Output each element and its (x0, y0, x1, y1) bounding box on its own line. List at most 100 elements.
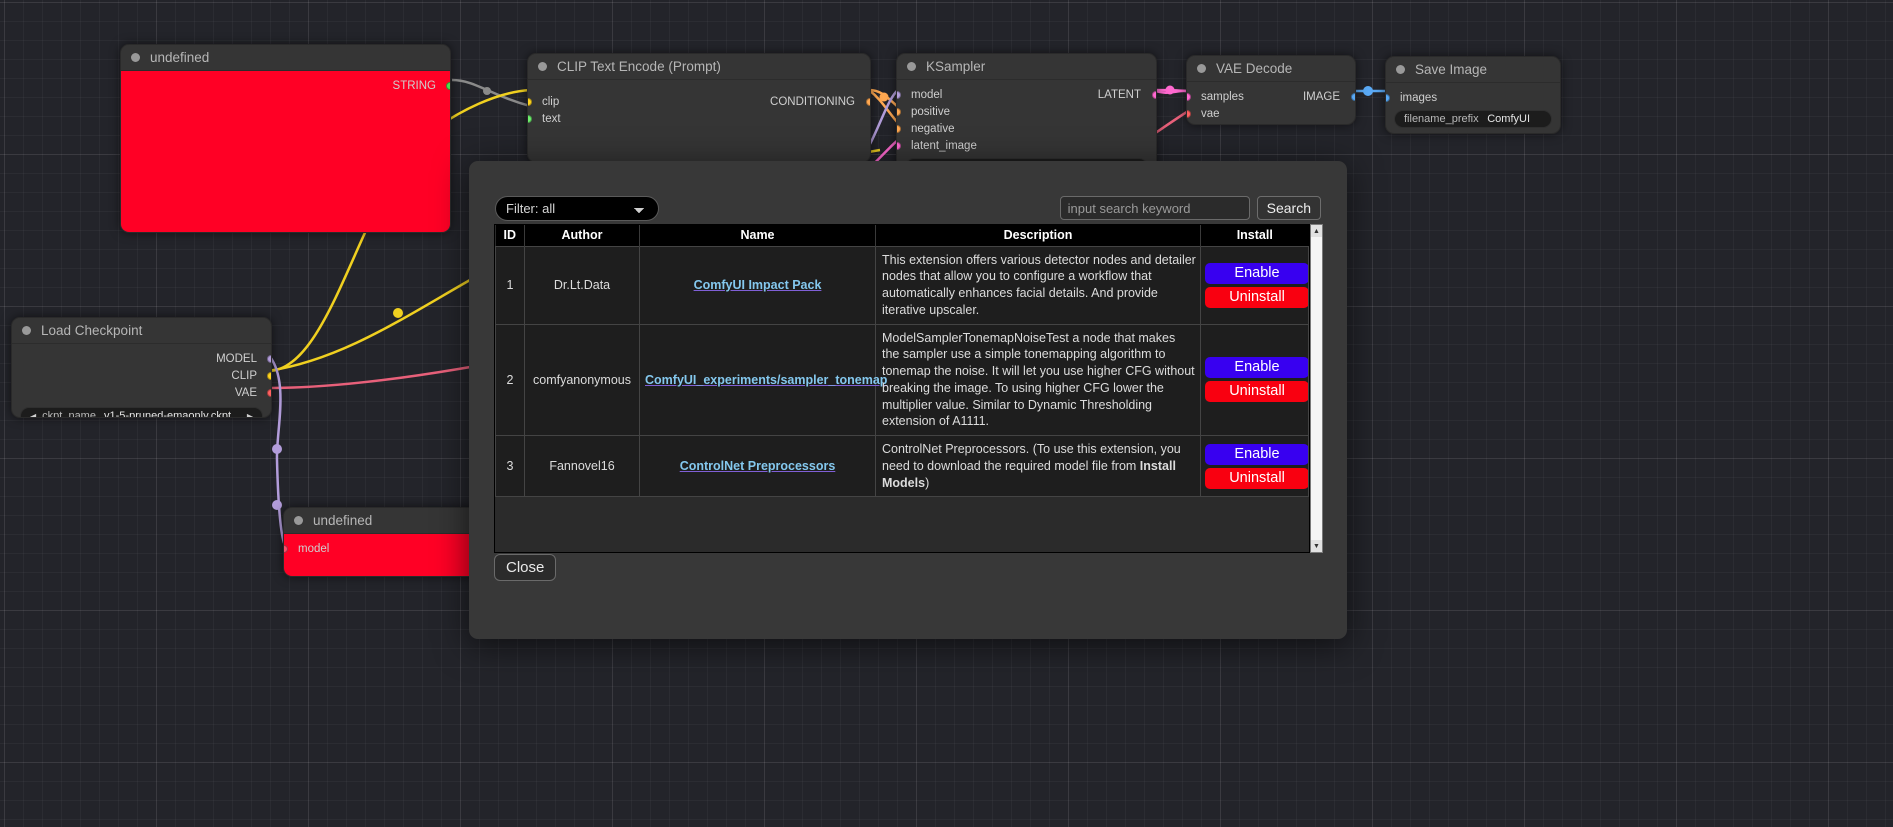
node-input-slot-latent-image[interactable]: latent_image (897, 137, 1156, 154)
extension-link[interactable]: ComfyUI Impact Pack (693, 278, 822, 292)
node-output-slot-clip[interactable]: CLIP (12, 367, 271, 384)
extension-link[interactable]: ComfyUI_experiments/sampler_tonemap (645, 372, 888, 387)
output-pip-string[interactable] (446, 81, 450, 90)
node-title-bar[interactable]: undefined (121, 45, 450, 71)
extension-table: ID Author Name Description Install 1 Dr.… (495, 225, 1309, 498)
node-collapse-dot[interactable] (538, 62, 547, 71)
uninstall-button[interactable]: Uninstall (1205, 381, 1309, 403)
scroll-down-icon[interactable]: ▼ (1311, 540, 1322, 552)
node-input-slot-model[interactable]: model (284, 540, 512, 557)
search-button[interactable]: Search (1256, 196, 1321, 220)
close-button[interactable]: Close (494, 554, 557, 581)
input-pip-samples[interactable] (1187, 92, 1191, 101)
widget-value-ckpt-name[interactable]: v1-5-pruned-emaonly.ckpt (104, 410, 231, 418)
input-pip-model[interactable] (897, 90, 901, 99)
node-title-text: Load Checkpoint (41, 323, 143, 338)
input-pip-clip[interactable] (528, 97, 532, 106)
widget-filename-prefix[interactable]: filename_prefix ComfyUI (1394, 110, 1552, 128)
node-output-slot[interactable]: STRING (121, 77, 450, 94)
table-row[interactable]: 3 Fannovel16 ControlNet Preprocessors Co… (495, 434, 1309, 498)
uninstall-button[interactable]: Uninstall (1205, 467, 1309, 489)
output-pip-clip[interactable] (267, 371, 271, 380)
manager-dialog[interactable]: Filter: all Filter: installed Filter: no… (469, 161, 1347, 639)
widget-ckpt-name[interactable]: ◀ ckpt_name v1-5-pruned-emaonly.ckpt ▶ (20, 407, 263, 418)
node-title-bar[interactable]: VAE Decode (1187, 56, 1355, 82)
filter-select[interactable]: Filter: all Filter: installed Filter: no… (495, 195, 659, 221)
output-pip-latent[interactable] (1152, 90, 1156, 99)
node-collapse-dot[interactable] (907, 62, 916, 71)
input-pip-text[interactable] (528, 114, 532, 123)
node-collapse-dot[interactable] (294, 516, 303, 525)
output-label-image: IMAGE (1302, 90, 1340, 103)
widget-value-filename-prefix[interactable]: ComfyUI (1487, 113, 1530, 125)
node-input-slot-text[interactable]: text (528, 110, 870, 127)
node-load-checkpoint[interactable]: Load Checkpoint MODEL CLIP VAE ◀ ckpt_na… (11, 317, 272, 418)
description-text-bold: Install Models (882, 458, 1176, 490)
column-header-author[interactable]: Author (524, 225, 640, 246)
node-title-bar[interactable]: KSampler (897, 54, 1156, 80)
enable-button[interactable]: Enable (1205, 443, 1309, 465)
node-input-slot-positive[interactable]: positive (897, 103, 1156, 120)
node-title-text: VAE Decode (1216, 61, 1293, 76)
input-pip-vae[interactable] (1187, 109, 1191, 118)
input-pip-negative[interactable] (897, 124, 901, 133)
node-output-slot-model[interactable]: MODEL (12, 350, 271, 367)
enable-button[interactable]: Enable (1205, 262, 1309, 284)
column-header-description[interactable]: Description (875, 225, 1201, 246)
input-pip-model[interactable] (284, 544, 288, 553)
scrollbar-track[interactable] (1311, 237, 1322, 540)
input-pip-positive[interactable] (897, 107, 901, 116)
cell-description: ModelSamplerTonemapNoiseTest a node that… (875, 323, 1201, 436)
search-input[interactable] (1059, 196, 1250, 220)
node-clip-text-encode[interactable]: CLIP Text Encode (Prompt) clip CONDITION… (527, 53, 871, 163)
node-title-text: CLIP Text Encode (Prompt) (557, 59, 721, 74)
stepper-right-icon[interactable]: ▶ (246, 411, 253, 418)
extension-table-scroll[interactable]: ID Author Name Description Install 1 Dr.… (494, 224, 1310, 553)
input-pip-images[interactable] (1386, 93, 1390, 102)
node-vae-decode[interactable]: VAE Decode samples IMAGE vae (1186, 55, 1356, 125)
input-label-vae: vae (1201, 107, 1220, 120)
node-title-bar[interactable]: CLIP Text Encode (Prompt) (528, 54, 870, 80)
stepper-left-icon[interactable]: ◀ (30, 411, 37, 418)
extension-link[interactable]: ControlNet Preprocessors (679, 459, 836, 474)
node-save-image[interactable]: Save Image images filename_prefix ComfyU… (1385, 56, 1561, 134)
output-pip-conditioning[interactable] (866, 97, 870, 106)
input-label-positive: positive (911, 105, 950, 118)
input-label-samples: samples (1201, 90, 1244, 103)
node-undefined-top[interactable]: undefined STRING (120, 44, 451, 233)
table-row[interactable]: 2 comfyanonymous ComfyUI_experiments/sam… (495, 323, 1309, 436)
node-title-text: Save Image (1415, 62, 1488, 77)
scroll-up-icon[interactable]: ▲ (1311, 225, 1322, 237)
node-collapse-dot[interactable] (1396, 65, 1405, 74)
node-input-slot-clip[interactable]: clip CONDITIONING (528, 93, 870, 110)
enable-button[interactable]: Enable (1205, 357, 1309, 379)
output-pip-vae[interactable] (267, 388, 271, 397)
column-header-install[interactable]: Install (1200, 225, 1309, 246)
node-input-slot-model[interactable]: model LATENT (897, 86, 1156, 103)
node-input-slot-negative[interactable]: negative (897, 120, 1156, 137)
node-output-slot-vae[interactable]: VAE (12, 384, 271, 401)
cell-install: Enable Uninstall (1200, 245, 1309, 325)
node-title-text: undefined (150, 50, 210, 65)
node-title-bar[interactable]: Save Image (1386, 57, 1560, 83)
node-input-slot-vae[interactable]: vae (1187, 105, 1355, 122)
node-collapse-dot[interactable] (131, 53, 140, 62)
table-row[interactable]: 1 Dr.Lt.Data ComfyUI Impact Pack This ex… (495, 245, 1309, 325)
node-body: clip CONDITIONING text (528, 80, 870, 135)
node-input-slot-images[interactable]: images (1386, 89, 1560, 106)
cell-author: Fannovel16 (524, 434, 640, 498)
node-collapse-dot[interactable] (22, 326, 31, 335)
output-pip-model[interactable] (267, 354, 271, 363)
column-header-id[interactable]: ID (495, 225, 525, 246)
input-pip-latent-image[interactable] (897, 141, 901, 150)
column-header-name[interactable]: Name (639, 225, 876, 246)
output-pip-image[interactable] (1351, 92, 1355, 101)
uninstall-button[interactable]: Uninstall (1205, 286, 1309, 308)
node-title-bar[interactable]: Load Checkpoint (12, 318, 271, 344)
output-label-vae: VAE (234, 386, 257, 399)
table-header-row: ID Author Name Description Install (495, 225, 1309, 246)
node-input-slot-samples[interactable]: samples IMAGE (1187, 88, 1355, 105)
node-collapse-dot[interactable] (1197, 64, 1206, 73)
table-scrollbar[interactable]: ▲ ▼ (1310, 224, 1323, 553)
